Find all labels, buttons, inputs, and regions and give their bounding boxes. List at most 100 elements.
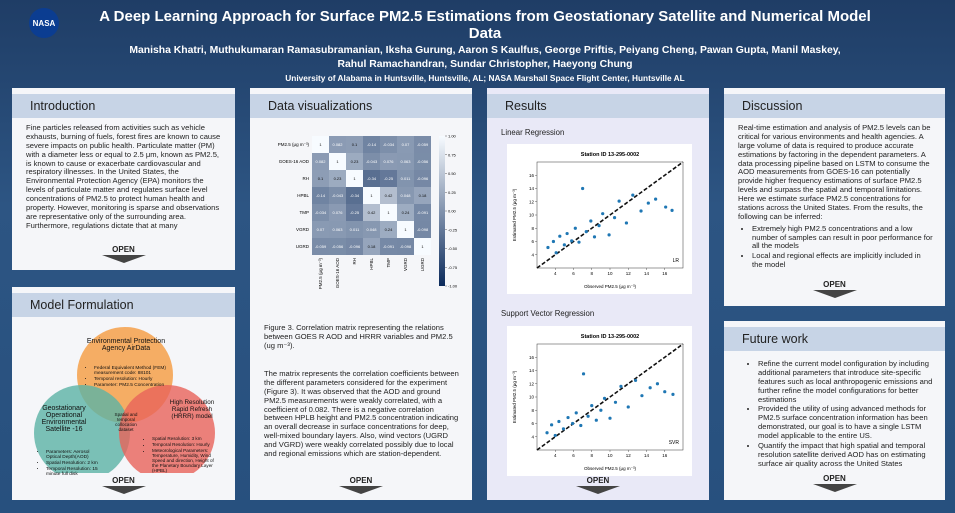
button-label[interactable]: OPEN bbox=[823, 474, 846, 483]
row-label: TMP bbox=[300, 210, 310, 215]
heatmap-cell bbox=[329, 170, 346, 187]
column-label: RH bbox=[352, 258, 357, 265]
cell-label: 0.07 bbox=[402, 142, 411, 147]
scatter-point bbox=[646, 201, 650, 205]
bullet: Provided the utility of using advanced m… bbox=[758, 404, 933, 441]
heatmap-cell bbox=[346, 153, 363, 170]
heatmap-cell bbox=[380, 187, 397, 204]
scatter-point bbox=[617, 199, 621, 203]
scatter-point bbox=[553, 433, 557, 438]
scatter-point bbox=[590, 404, 594, 408]
heatmap-cell bbox=[363, 170, 380, 187]
scatter-point bbox=[554, 251, 558, 255]
y-tick-label: 16 bbox=[529, 173, 535, 178]
model-tag: SVR bbox=[669, 440, 680, 446]
heatmap-cell bbox=[329, 221, 346, 238]
heatmap-cell bbox=[414, 153, 431, 170]
section-body: Real-time estimation and analysis of PM2… bbox=[724, 118, 945, 276]
y-tick-label: 10 bbox=[529, 213, 535, 218]
scatter-point bbox=[663, 390, 667, 394]
y-tick-label: 6 bbox=[531, 239, 534, 244]
heatmap-cell bbox=[380, 238, 397, 255]
scatter-point bbox=[574, 411, 578, 415]
heatmap-cell bbox=[346, 136, 363, 153]
scatter-point bbox=[607, 233, 611, 237]
heatmap-cell bbox=[414, 204, 431, 221]
cell-label: 0.048 bbox=[366, 227, 377, 232]
colorbar-label: -0.50 bbox=[448, 246, 458, 251]
button-label[interactable]: OPEN bbox=[823, 280, 846, 289]
venn-circle bbox=[34, 385, 130, 473]
cell-label: -0.34 bbox=[367, 176, 377, 181]
y-tick-label: 16 bbox=[529, 355, 535, 360]
cell-label: 0.18 bbox=[419, 193, 428, 198]
venn-item: Temporal Resolution: 15 minute full disk bbox=[46, 467, 102, 477]
title: A Deep Learning Approach for Surface PM2… bbox=[99, 8, 871, 43]
heatmap-cell bbox=[363, 153, 380, 170]
scatter-point bbox=[670, 208, 674, 212]
open-button[interactable]: OPEN bbox=[810, 474, 860, 492]
row-label: VGRD bbox=[296, 227, 310, 232]
open-button[interactable]: OPEN bbox=[99, 245, 149, 263]
cell-label: 0.42 bbox=[385, 193, 394, 198]
cell-label: 0.048 bbox=[400, 193, 411, 198]
identity-line bbox=[536, 161, 684, 269]
cell-label: -0.096 bbox=[417, 176, 429, 181]
plot-heading: Linear Regression bbox=[501, 128, 565, 137]
logo-circle bbox=[29, 8, 59, 38]
button-label[interactable]: OPEN bbox=[112, 476, 135, 485]
cell-label: 0.076 bbox=[332, 210, 343, 215]
bullet: Local and regional effects are implicitl… bbox=[752, 251, 933, 270]
scatter-point bbox=[631, 193, 635, 197]
section-body: Refine the current model configuration b… bbox=[724, 351, 945, 471]
cell-label: -0.098 bbox=[417, 227, 429, 232]
cell-label: 0.18 bbox=[368, 244, 377, 249]
scatter-point bbox=[633, 378, 638, 383]
button-label[interactable]: OPEN bbox=[112, 245, 135, 254]
row-label: UGRD bbox=[296, 244, 310, 249]
x-tick-label: 6 bbox=[572, 271, 575, 276]
column-label: VGRD bbox=[403, 257, 408, 271]
colorbar-label: -1.00 bbox=[448, 284, 458, 289]
section-text: Fine particles released from activities … bbox=[26, 123, 221, 230]
y-tick-label: 4 bbox=[531, 252, 534, 257]
scatter-plot: Station ID 13-295-0002 Observed PM2.5 (μg… bbox=[507, 326, 692, 476]
heatmap-cell bbox=[329, 238, 346, 255]
section-title: Discussion bbox=[724, 94, 945, 118]
identity-line bbox=[536, 343, 684, 451]
cell-label: 1 bbox=[387, 210, 390, 215]
heatmap-cell bbox=[397, 187, 414, 204]
scatter-point bbox=[546, 245, 550, 250]
venn-title: High Resolution Rapid Refresh (HRRR) mod… bbox=[169, 399, 215, 420]
heatmap-cell bbox=[380, 136, 397, 153]
scatter-point bbox=[594, 418, 598, 422]
x-tick-label: 12 bbox=[626, 453, 632, 458]
open-button[interactable]: OPEN bbox=[573, 476, 623, 494]
open-button[interactable]: OPEN bbox=[810, 280, 860, 298]
logo-text: NASA bbox=[33, 19, 56, 28]
heatmap-cell bbox=[397, 170, 414, 187]
y-axis-label: Estimated PM2.5 (μg m⁻³) bbox=[512, 370, 517, 423]
button-label[interactable]: OPEN bbox=[349, 476, 373, 485]
scatter-point bbox=[570, 421, 575, 426]
open-button[interactable]: OPEN bbox=[336, 476, 386, 494]
scatter-point bbox=[602, 396, 607, 400]
scatter-point bbox=[577, 240, 581, 244]
cell-label: 0.076 bbox=[383, 159, 394, 164]
button-label[interactable]: OPEN bbox=[586, 476, 610, 485]
x-tick-label: 10 bbox=[607, 453, 613, 458]
section-title: Future work bbox=[724, 327, 945, 351]
open-button[interactable]: OPEN bbox=[99, 476, 149, 494]
cell-label: 0.07 bbox=[317, 227, 326, 232]
scatter-point bbox=[565, 231, 569, 236]
cell-label: 0.24 bbox=[402, 210, 411, 215]
bullet: Quantify the impact that high spatial an… bbox=[758, 441, 933, 469]
section-title: Results bbox=[487, 94, 709, 118]
cell-label: 0.082 bbox=[332, 142, 343, 147]
cell-label: 0.23 bbox=[334, 176, 343, 181]
scatter-point bbox=[613, 400, 618, 404]
scatter-point bbox=[566, 415, 570, 420]
plot-title: Station ID 13-295-0002 bbox=[581, 334, 639, 340]
venn-title: Environmental Protection Agency AirData bbox=[86, 338, 166, 352]
